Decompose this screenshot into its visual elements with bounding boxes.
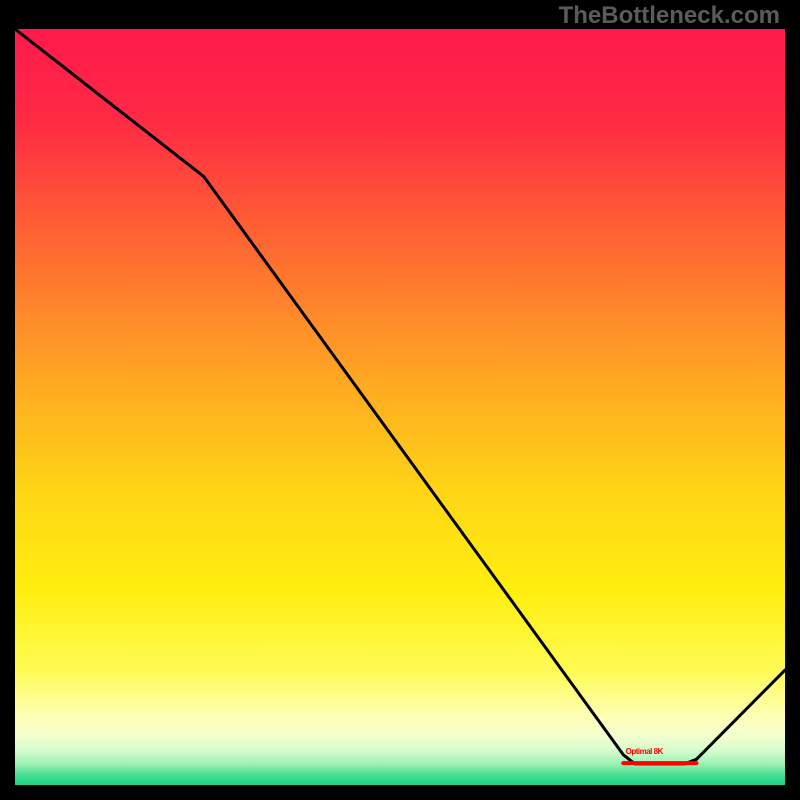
attribution-text: TheBottleneck.com (559, 2, 780, 30)
plot-area: Optimal 8K (15, 29, 785, 785)
main-series-line (15, 29, 785, 764)
line-overlay (15, 29, 785, 785)
optimal-label: Optimal 8K (626, 747, 663, 756)
stage: TheBottleneck.com Optimal 8K (0, 0, 800, 800)
